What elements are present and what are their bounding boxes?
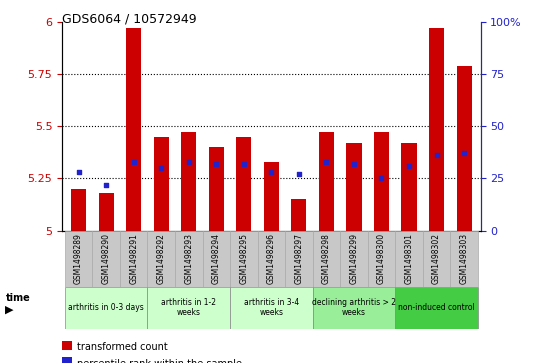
- Bar: [401, 143, 416, 231]
- Bar: [374, 132, 389, 231]
- Text: GSM1498301: GSM1498301: [404, 233, 414, 284]
- Bar: [175, 231, 202, 287]
- Bar: [209, 147, 224, 231]
- Bar: [230, 287, 313, 329]
- Text: time: time: [5, 293, 30, 303]
- Bar: [92, 231, 120, 287]
- Text: declining arthritis > 2
weeks: declining arthritis > 2 weeks: [312, 298, 396, 317]
- Bar: [147, 231, 175, 287]
- Text: non-induced control: non-induced control: [398, 303, 475, 312]
- Bar: [71, 189, 86, 231]
- Text: GSM1498292: GSM1498292: [157, 233, 166, 284]
- Bar: [395, 287, 478, 329]
- Text: GSM1498290: GSM1498290: [102, 233, 111, 284]
- Text: GSM1498300: GSM1498300: [377, 233, 386, 285]
- Bar: [202, 231, 230, 287]
- Point: [377, 175, 386, 181]
- Text: arthritis in 1-2
weeks: arthritis in 1-2 weeks: [161, 298, 216, 317]
- Point: [75, 169, 83, 175]
- Bar: [65, 287, 147, 329]
- Point: [185, 159, 193, 164]
- Point: [212, 161, 221, 167]
- Point: [404, 163, 413, 169]
- Bar: [313, 231, 340, 287]
- Bar: [230, 231, 258, 287]
- Bar: [99, 193, 114, 231]
- Point: [349, 161, 358, 167]
- Bar: [319, 132, 334, 231]
- Bar: [264, 162, 279, 231]
- Bar: [423, 231, 450, 287]
- Text: arthritis in 0-3 days: arthritis in 0-3 days: [68, 303, 144, 312]
- Bar: [285, 231, 313, 287]
- Text: GSM1498291: GSM1498291: [129, 233, 138, 284]
- Bar: [236, 136, 252, 231]
- Text: GDS6064 / 10572949: GDS6064 / 10572949: [62, 13, 197, 26]
- Bar: [395, 231, 423, 287]
- Bar: [126, 28, 141, 231]
- Text: GSM1498296: GSM1498296: [267, 233, 276, 284]
- Point: [267, 169, 275, 175]
- Text: GSM1498299: GSM1498299: [349, 233, 359, 284]
- Point: [460, 150, 468, 156]
- Bar: [313, 287, 395, 329]
- Bar: [346, 143, 361, 231]
- Point: [240, 161, 248, 167]
- Text: GSM1498298: GSM1498298: [322, 233, 331, 284]
- Bar: [154, 136, 169, 231]
- Point: [432, 152, 441, 158]
- Text: GSM1498303: GSM1498303: [460, 233, 469, 285]
- Point: [130, 159, 138, 164]
- Bar: [258, 231, 285, 287]
- Text: GSM1498297: GSM1498297: [294, 233, 303, 284]
- Text: GSM1498289: GSM1498289: [74, 233, 83, 284]
- Bar: [368, 231, 395, 287]
- Text: GSM1498294: GSM1498294: [212, 233, 221, 284]
- Bar: [456, 66, 471, 231]
- Bar: [450, 231, 478, 287]
- Text: GSM1498295: GSM1498295: [239, 233, 248, 284]
- Point: [322, 159, 330, 164]
- Bar: [65, 231, 92, 287]
- Point: [157, 165, 166, 171]
- Bar: [120, 231, 147, 287]
- Point: [102, 182, 111, 187]
- Bar: [181, 132, 197, 231]
- Text: arthritis in 3-4
weeks: arthritis in 3-4 weeks: [244, 298, 299, 317]
- Point: [294, 171, 303, 177]
- Text: percentile rank within the sample: percentile rank within the sample: [77, 359, 242, 363]
- Bar: [147, 287, 230, 329]
- Bar: [291, 199, 307, 231]
- Bar: [340, 231, 368, 287]
- Text: GSM1498293: GSM1498293: [184, 233, 193, 284]
- Text: transformed count: transformed count: [77, 342, 168, 352]
- Bar: [429, 28, 444, 231]
- Text: ▶: ▶: [5, 305, 14, 315]
- Text: GSM1498302: GSM1498302: [432, 233, 441, 284]
